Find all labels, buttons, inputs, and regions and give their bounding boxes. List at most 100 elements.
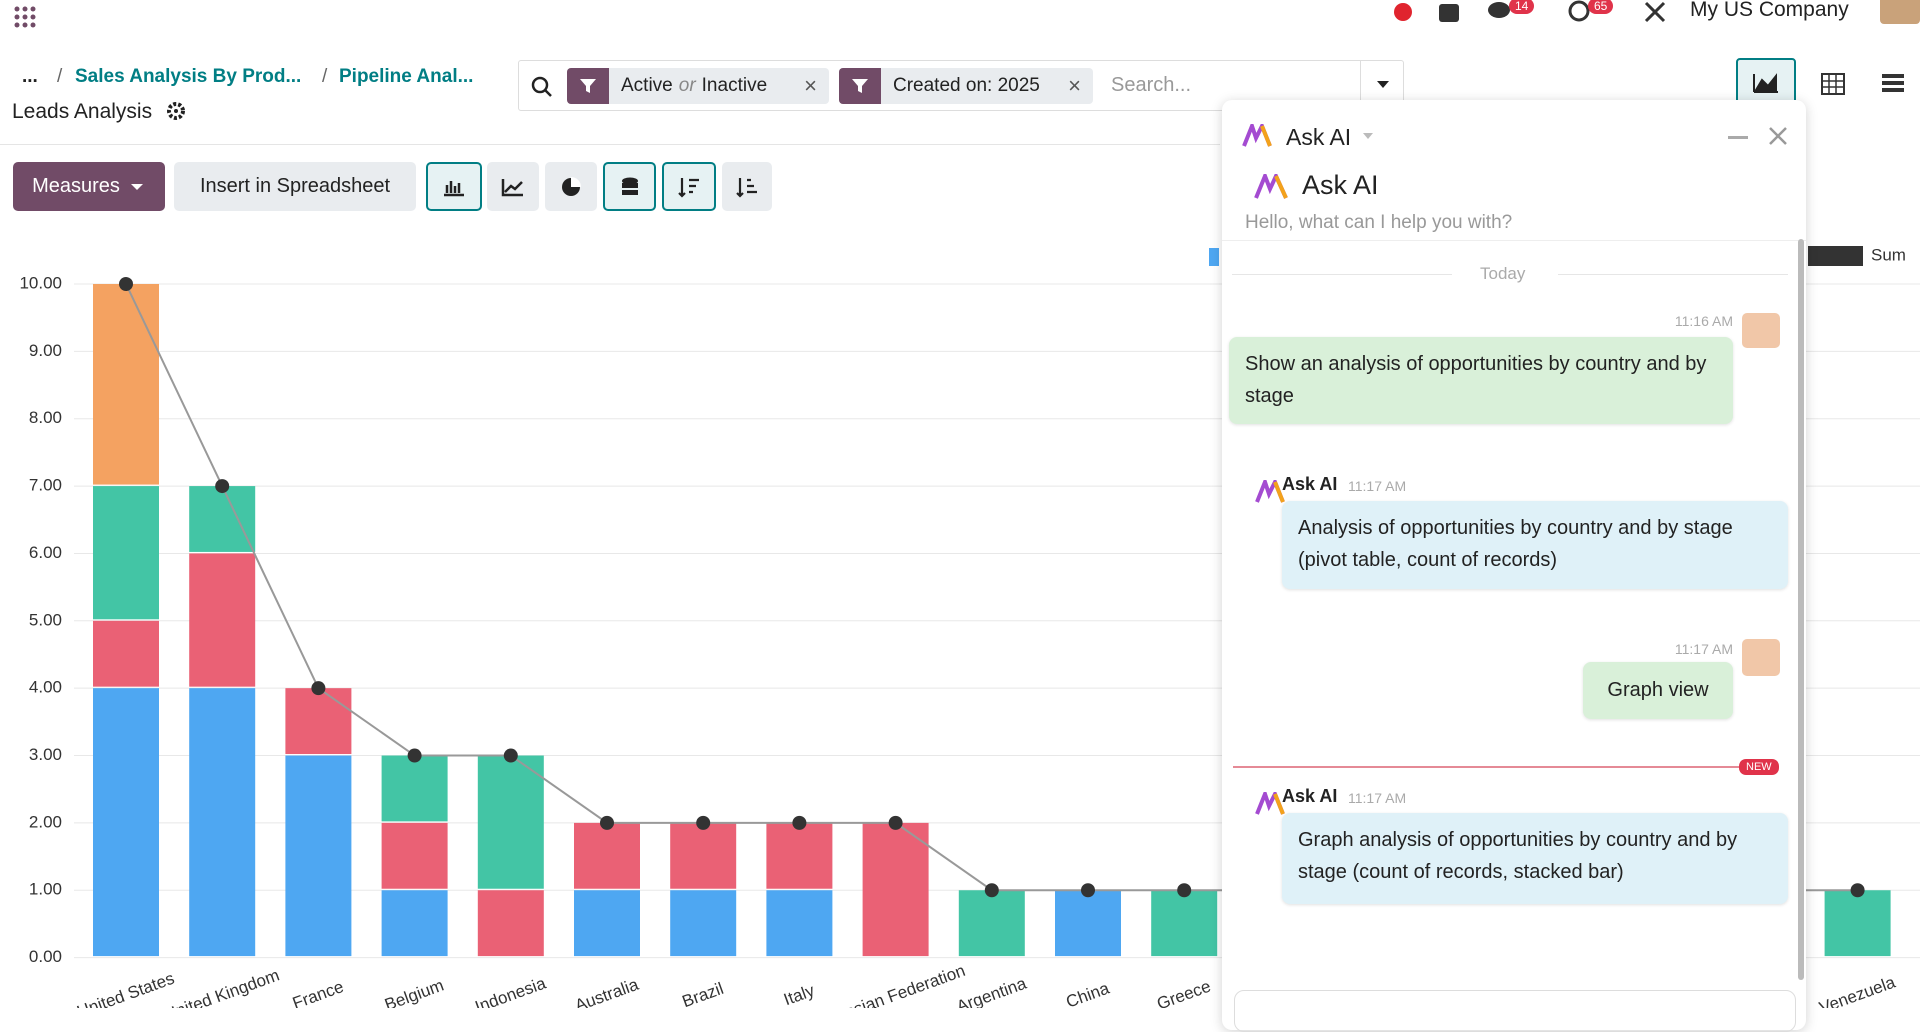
user-avatar[interactable]: [1880, 0, 1920, 24]
message-author: Ask AI: [1282, 786, 1338, 806]
minimize-button[interactable]: [1728, 136, 1748, 139]
sum-point: [696, 815, 711, 830]
y-tick-label: 0.00: [29, 947, 62, 966]
bar-segment: [189, 553, 256, 687]
pivot-view-button[interactable]: [1810, 58, 1854, 108]
header-caret[interactable]: [1362, 132, 1374, 140]
facet-value: Active: [621, 75, 673, 96]
bar-segment: [574, 890, 640, 957]
scrollbar[interactable]: [1798, 239, 1804, 980]
message-time: 11:17 AM: [1348, 478, 1407, 494]
y-tick-label: 4.00: [29, 678, 62, 697]
sum-point: [311, 681, 326, 696]
message-time: 11:16 AM: [1674, 313, 1733, 329]
bar-segment: [189, 688, 256, 957]
bar-segment: [766, 822, 833, 889]
y-tick-label: 5.00: [29, 610, 62, 629]
settings-gear[interactable]: [166, 101, 186, 121]
ai-logo: [1255, 792, 1285, 815]
facet-value: Inactive: [701, 75, 768, 96]
search-toggle[interactable]: [1375, 78, 1391, 90]
divider: [1360, 61, 1361, 110]
bar-segment: [574, 822, 640, 889]
page-title: Leads Analysis: [12, 100, 153, 123]
date-divider: Today: [1480, 264, 1526, 283]
sum-point: [984, 883, 999, 898]
divider-line: [1232, 274, 1452, 275]
apps-menu[interactable]: [14, 6, 36, 28]
bar-segment: [862, 822, 929, 957]
new-divider: [1233, 766, 1743, 768]
close-button[interactable]: [1768, 126, 1788, 146]
bar-segment: [958, 890, 1025, 957]
search-box[interactable]: [518, 60, 1404, 111]
y-tick-label: 9.00: [29, 341, 62, 360]
list-view-button[interactable]: [1870, 58, 1914, 108]
y-tick-label: 1.00: [29, 880, 62, 899]
button-label: Measures: [32, 175, 120, 197]
tools-icon[interactable]: [1643, 0, 1667, 24]
pie-chart-button[interactable]: [545, 162, 597, 211]
filter-facet[interactable]: Active or Inactive ×: [567, 68, 829, 104]
legend-label: Sum: [1871, 245, 1906, 264]
breadcrumb-separator: /: [322, 66, 328, 87]
facet-remove[interactable]: ×: [1068, 73, 1081, 98]
graph-view-button[interactable]: [1736, 58, 1796, 108]
bar-segment: [93, 284, 159, 485]
breadcrumb-separator: /: [57, 66, 63, 87]
legend-swatch: [1808, 246, 1863, 266]
bar-segment: [381, 755, 448, 822]
status-dot[interactable]: [1393, 2, 1413, 22]
panel-header[interactable]: Ask AI: [1286, 124, 1352, 150]
insert-spreadsheet-button[interactable]: Insert in Spreadsheet: [174, 162, 416, 211]
line-chart-button[interactable]: [487, 162, 539, 211]
sort-ascending-button[interactable]: [722, 162, 772, 211]
legend-swatch: [1209, 248, 1219, 266]
greeting: Hello, what can I help you with?: [1245, 212, 1513, 233]
breadcrumb-link[interactable]: Sales Analysis By Prod...: [75, 66, 302, 87]
bar-segment: [381, 822, 448, 889]
bar-segment: [766, 890, 833, 957]
bar-segment: [670, 822, 737, 889]
sum-point: [1081, 883, 1095, 898]
sum-point: [600, 815, 614, 830]
user-avatar: [1742, 313, 1780, 348]
panel-title: Ask AI: [1302, 170, 1379, 200]
sort-descending-button[interactable]: [662, 162, 716, 211]
sum-point: [407, 748, 422, 763]
separator: [1222, 240, 1806, 241]
search-icon[interactable]: [531, 76, 553, 98]
x-tick-label: China: [1064, 978, 1113, 1008]
breadcrumb-link[interactable]: Pipeline Anal...: [339, 66, 474, 87]
y-tick-label: 7.00: [29, 476, 62, 495]
user-message: Show an analysis of opportunities by cou…: [1229, 337, 1733, 424]
chat-icon[interactable]: [1487, 0, 1513, 24]
search-placeholder[interactable]: Search...: [1111, 74, 1192, 96]
activity-icon[interactable]: [1567, 0, 1591, 24]
bar-segment: [189, 486, 256, 552]
message-input[interactable]: [1234, 990, 1796, 1032]
facet-remove[interactable]: ×: [804, 73, 817, 98]
message-time: 11:17 AM: [1674, 641, 1733, 657]
ai-message: Graph analysis of opportunities by count…: [1282, 813, 1788, 904]
company-switcher[interactable]: My US Company: [1690, 0, 1849, 21]
stacked-button[interactable]: [603, 162, 656, 211]
divider-line: [1558, 274, 1788, 275]
message-author: Ask AI: [1282, 474, 1338, 494]
sum-point: [792, 815, 807, 830]
measures-button[interactable]: Measures: [13, 162, 165, 211]
x-tick-label: Italy: [781, 981, 817, 1008]
bar-segment: [93, 688, 159, 957]
message-time: 11:17 AM: [1348, 790, 1407, 806]
bar-chart-button[interactable]: [426, 162, 482, 211]
x-tick-label: United Kingdom: [162, 965, 282, 1008]
user-message: Graph view: [1583, 662, 1733, 719]
bar-segment: [477, 755, 544, 889]
phone-icon[interactable]: [1437, 0, 1461, 24]
user-avatar: [1742, 639, 1780, 676]
bar-segment: [285, 688, 352, 755]
filter-facet[interactable]: Created on: 2025 ×: [839, 68, 1093, 104]
breadcrumb-ellipsis[interactable]: ...: [22, 66, 38, 87]
y-tick-label: 3.00: [29, 745, 62, 764]
